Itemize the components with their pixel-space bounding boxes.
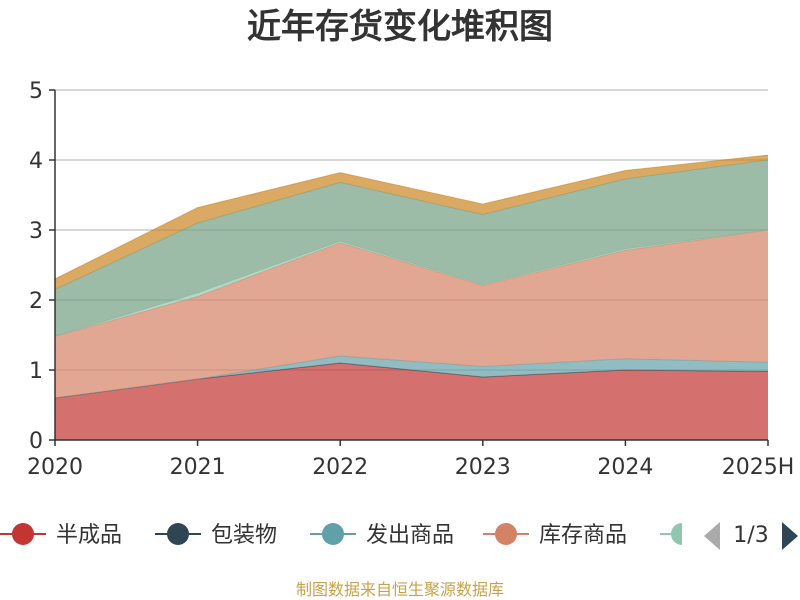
x-tick-label: 2025H (722, 455, 795, 480)
y-tick-label: 2 (29, 289, 43, 314)
area-series-6 (55, 160, 768, 337)
legend-item-3: 发出商品 (310, 523, 454, 548)
legend-label: 包装物 (211, 523, 277, 548)
y-tick-label: 3 (29, 219, 43, 244)
x-tick-label: 2022 (312, 455, 368, 480)
data-source-note: 制图数据来自恒生聚源数据库 (296, 580, 504, 599)
axes: 0 1 2 3 4 5 2020 2021 2022 2023 2024 2025H (27, 79, 794, 480)
legend: 半成品 包装物 发出商品 库存商品 1/3 (0, 522, 798, 550)
legend-page-indicator: 1/3 (733, 523, 768, 548)
legend-marker (322, 523, 344, 545)
area-series-7 (55, 155, 768, 290)
y-tick-label: 1 (29, 359, 43, 384)
area-series-4 (55, 230, 768, 398)
legend-prev-page-icon[interactable] (704, 522, 720, 550)
y-tick-label: 0 (29, 429, 43, 454)
x-tick-label: 2024 (597, 455, 653, 480)
x-tick-label: 2023 (455, 455, 511, 480)
series-line-7 (54, 154, 769, 280)
x-tick-label: 2021 (170, 455, 226, 480)
legend-next-page-icon[interactable] (782, 522, 798, 550)
area-series-3 (55, 356, 768, 398)
legend-item-2: 包装物 (155, 523, 277, 548)
area-series-1 (55, 363, 768, 440)
x-tick-label: 2020 (27, 455, 83, 480)
y-tick-label: 4 (29, 149, 43, 174)
legend-marker (167, 523, 189, 545)
y-tick-label: 5 (29, 79, 43, 104)
legend-label: 发出商品 (366, 523, 454, 548)
legend-marker-partial (671, 523, 682, 545)
chart-title: 近年存货变化堆积图 (247, 7, 553, 47)
legend-item-4: 库存商品 (483, 523, 627, 548)
legend-label: 库存商品 (539, 523, 627, 548)
legend-label: 半成品 (56, 523, 122, 548)
legend-marker (12, 523, 34, 545)
legend-marker (495, 523, 517, 545)
area-series (54, 154, 769, 440)
legend-item-1: 半成品 (0, 523, 122, 548)
